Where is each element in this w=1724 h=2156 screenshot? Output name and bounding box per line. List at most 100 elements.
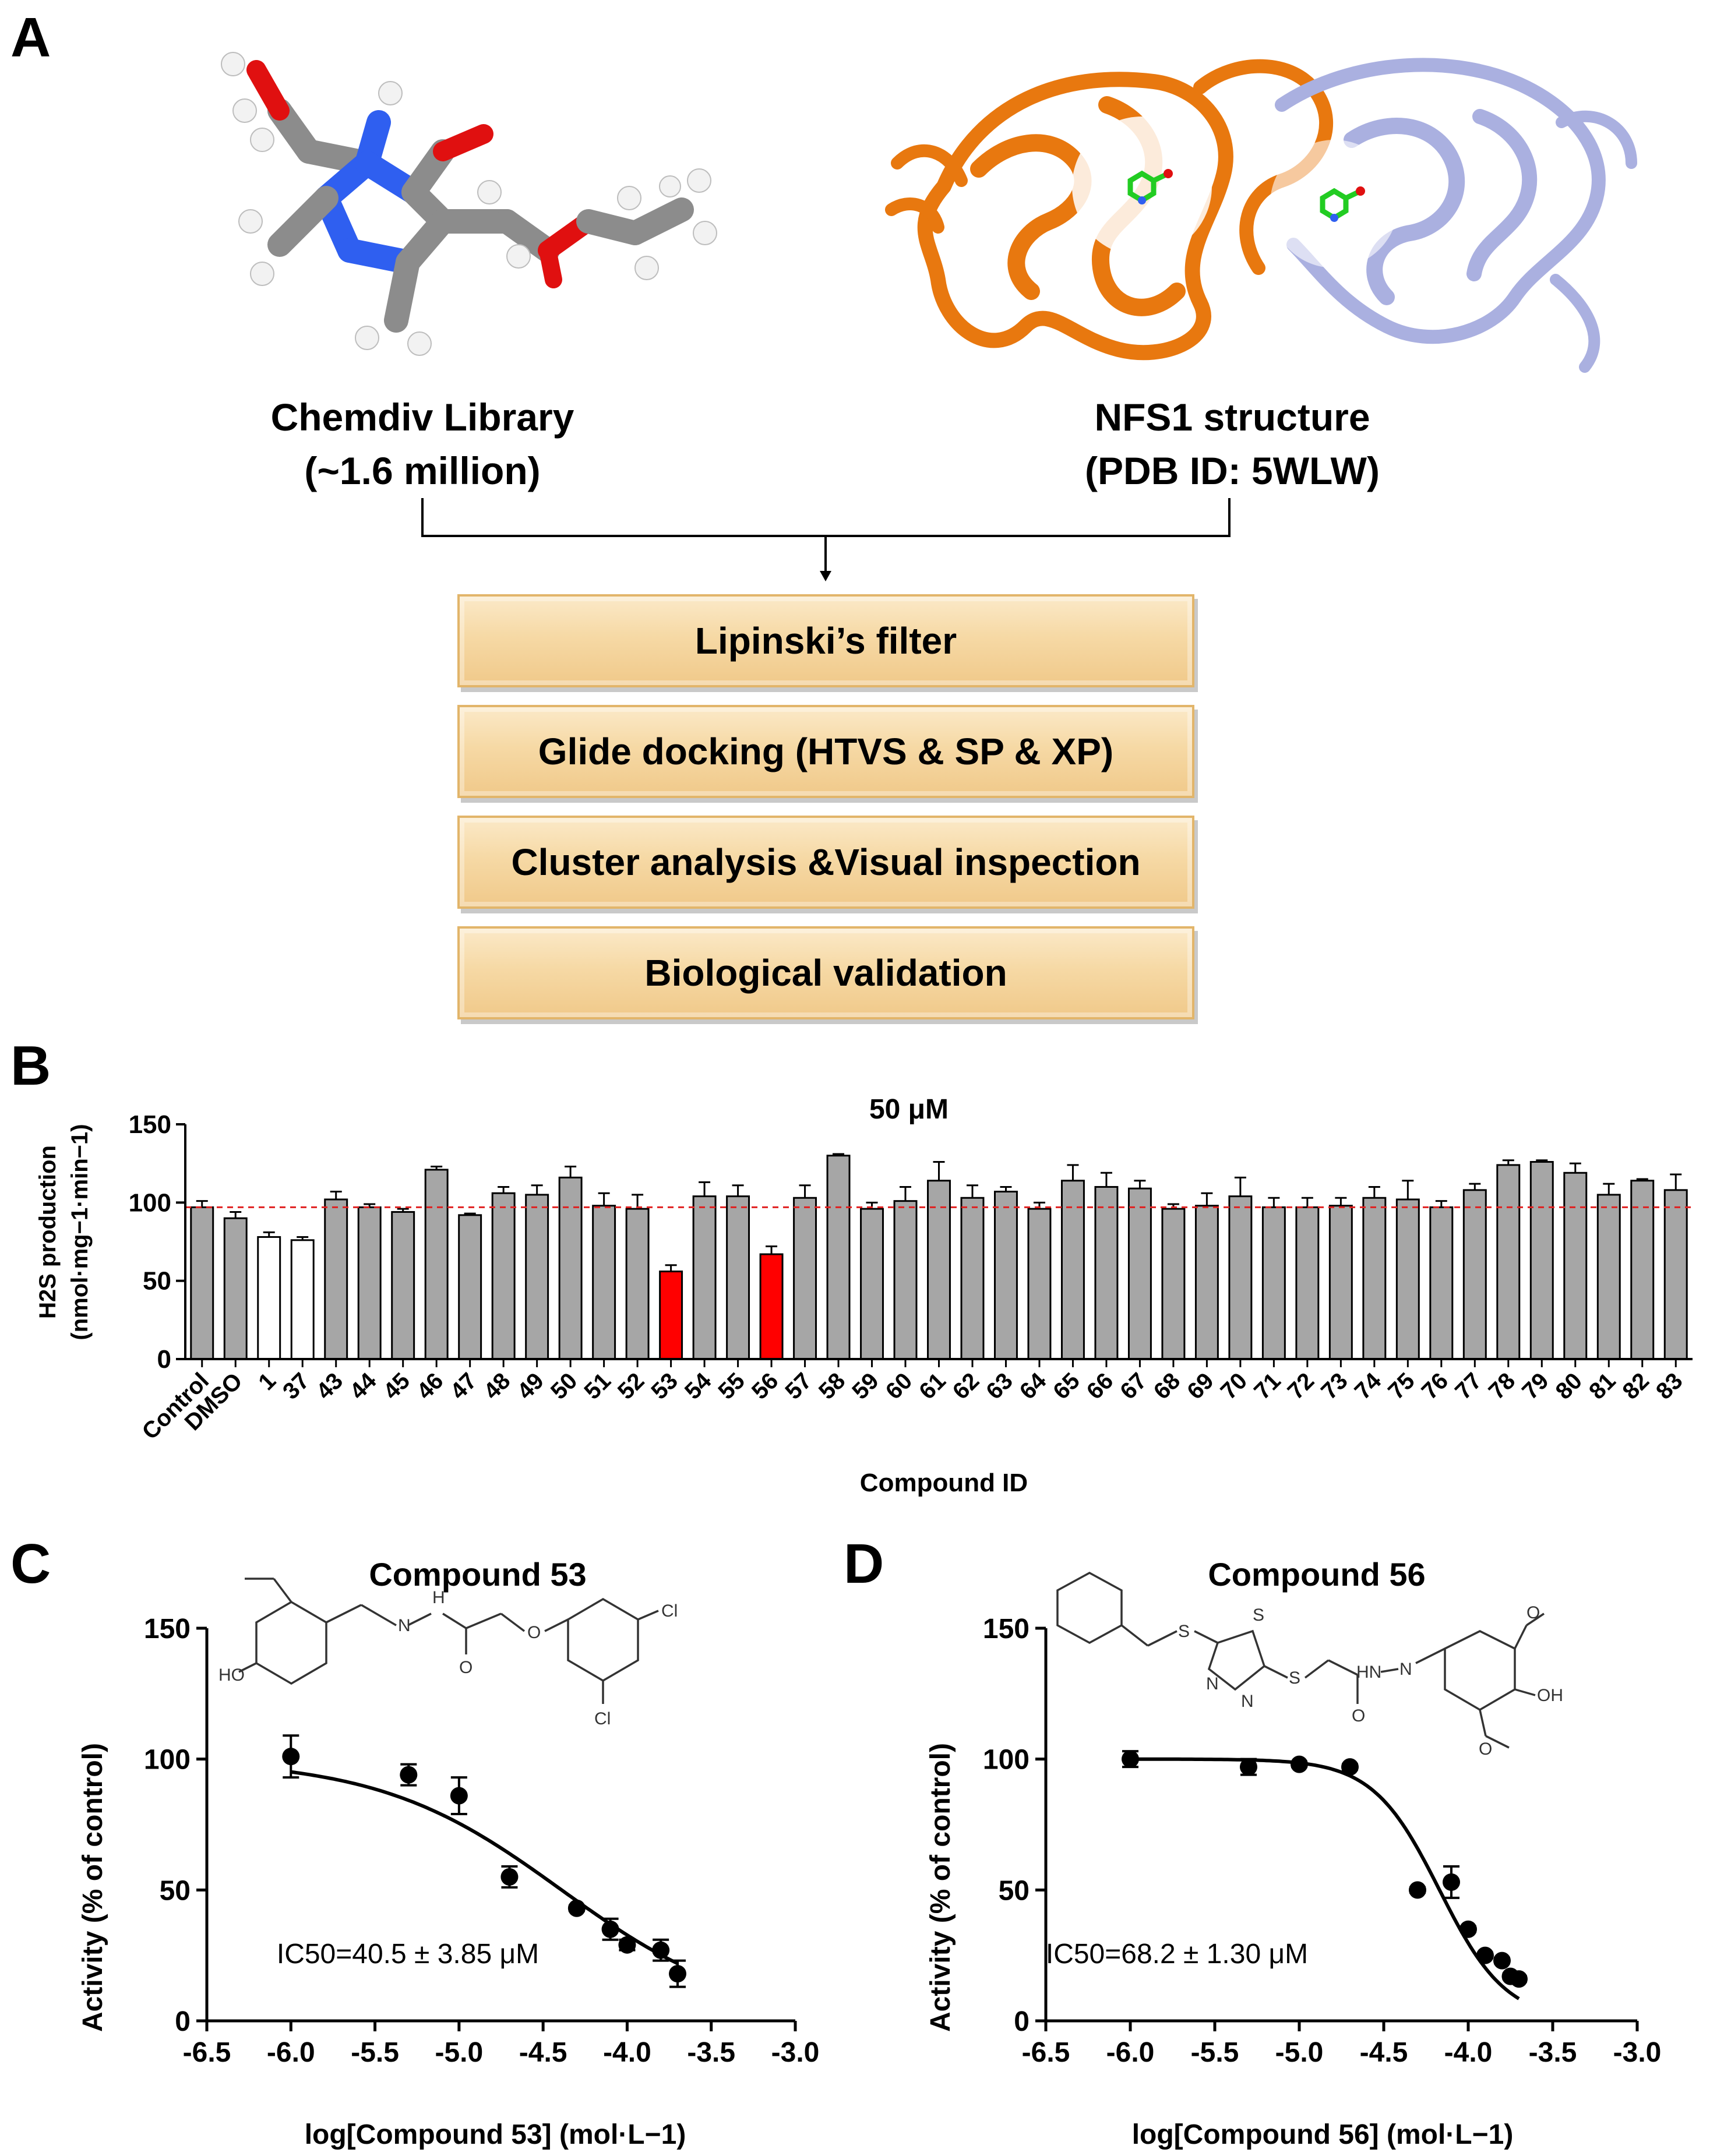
x-tick-label: -3.5 xyxy=(1529,2037,1577,2068)
svg-text:O: O xyxy=(1352,1706,1365,1725)
data-point xyxy=(618,1936,636,1954)
y-tick-label: 0 xyxy=(175,2006,191,2037)
x-tick-label: 58 xyxy=(814,1368,851,1405)
compound-56-structure-labels: S S S N N HN N O OH O O xyxy=(1178,1603,1563,1759)
compound-56-ylabel: Activity (% of control) xyxy=(925,1743,956,2032)
svg-text:O: O xyxy=(459,1658,473,1677)
bar-75 xyxy=(1395,1198,1420,1360)
x-tick-label: 45 xyxy=(378,1368,415,1405)
x-tick-label: 63 xyxy=(981,1368,1018,1405)
bar-67 xyxy=(1127,1187,1152,1360)
x-tick-label: 49 xyxy=(512,1368,549,1405)
bar-58 xyxy=(826,1155,851,1360)
x-tick-label: 72 xyxy=(1283,1368,1320,1405)
x-tick-label: -6.5 xyxy=(1022,2037,1070,2068)
x-tick-label: 52 xyxy=(613,1368,650,1405)
x-tick-label: -5.5 xyxy=(1191,2037,1239,2068)
x-tick-label: 66 xyxy=(1082,1368,1119,1405)
x-tick-label: 48 xyxy=(479,1368,516,1405)
data-point xyxy=(400,1766,418,1784)
bar-82 xyxy=(1630,1180,1655,1360)
data-point xyxy=(1341,1758,1359,1776)
y-tick-label: 0 xyxy=(1014,2006,1030,2037)
step-lipinski-filter: Lipinski’s filter xyxy=(457,594,1194,687)
bar-1 xyxy=(257,1236,281,1360)
x-tick-label: 65 xyxy=(1048,1368,1085,1405)
compound-56-xlabel: log[Compound 56] (mol·L−1) xyxy=(1132,2119,1514,2150)
compound-53-dose-response-chart: HO N H O O Cl Cl 0 50 100 150 -6.5 -6.0 -5.5 -5… xyxy=(77,1556,819,2150)
y-tick-label: 100 xyxy=(983,1745,1030,1776)
x-tick-label: 54 xyxy=(680,1368,717,1405)
y-tick-label: 50 xyxy=(143,1267,171,1296)
x-tick-label: 56 xyxy=(747,1368,784,1405)
svg-text:N: N xyxy=(398,1616,411,1635)
compound-56-structure xyxy=(1056,1572,1545,1749)
svg-text:O: O xyxy=(527,1623,541,1642)
bar-79 xyxy=(1529,1160,1554,1360)
svg-text:O: O xyxy=(1479,1739,1492,1759)
bar-47 xyxy=(458,1214,482,1360)
x-tick-label: 83 xyxy=(1651,1368,1688,1405)
x-tick-label: 47 xyxy=(445,1368,482,1405)
svg-text:Cl: Cl xyxy=(594,1709,611,1728)
bar-78 xyxy=(1496,1164,1521,1360)
data-point xyxy=(601,1920,619,1938)
panel-b-label: B xyxy=(10,1035,51,1097)
svg-text:S: S xyxy=(1178,1622,1190,1641)
x-tick-label: 55 xyxy=(713,1368,750,1405)
data-point xyxy=(450,1787,468,1805)
bar-DMSO xyxy=(223,1217,248,1360)
x-tick-label: -6.0 xyxy=(1106,2037,1155,2068)
bar-48 xyxy=(491,1192,516,1360)
svg-text:N: N xyxy=(1206,1674,1219,1693)
bar-80 xyxy=(1563,1171,1588,1360)
x-tick-label: 69 xyxy=(1182,1368,1219,1405)
structure-title-line1: NFS1 structure xyxy=(1094,396,1370,439)
x-tick-label: 71 xyxy=(1249,1368,1286,1405)
data-point xyxy=(1122,1750,1139,1768)
bar-70 xyxy=(1228,1195,1253,1360)
bar-56 xyxy=(759,1253,784,1360)
compound-53-ylabel: Activity (% of control) xyxy=(77,1743,108,2032)
bar-66 xyxy=(1094,1185,1119,1360)
bar-60 xyxy=(893,1200,918,1360)
data-point xyxy=(1443,1873,1460,1891)
compound-56-chart-title: Compound 56 xyxy=(1208,1556,1425,1593)
panel-a-label: A xyxy=(10,6,51,69)
x-tick-label: -6.5 xyxy=(183,2037,231,2068)
data-point xyxy=(1240,1758,1257,1776)
bar-77 xyxy=(1462,1189,1487,1360)
svg-text:N: N xyxy=(1399,1660,1412,1679)
y-tick-label: 150 xyxy=(144,1614,191,1645)
y-tick-label: 50 xyxy=(999,1875,1030,1906)
x-tick-label: 81 xyxy=(1584,1368,1621,1405)
x-tick-label: -4.0 xyxy=(1444,2037,1493,2068)
x-tick-label: -4.5 xyxy=(519,2037,567,2068)
bar-44 xyxy=(357,1206,382,1360)
bar-53 xyxy=(659,1271,683,1360)
y-tick-label: 100 xyxy=(129,1188,171,1217)
data-point xyxy=(282,1748,300,1766)
x-tick-label: -5.0 xyxy=(1275,2037,1324,2068)
x-tick-label: 61 xyxy=(914,1368,951,1405)
bar-chart-ylabel-line1: H2S production xyxy=(35,1145,61,1319)
data-point xyxy=(1409,1881,1426,1899)
x-tick-label: 44 xyxy=(345,1368,382,1405)
library-title-line1: Chemdiv Library xyxy=(270,396,574,439)
compound-53-xlabel: log[Compound 53] (mol·L−1) xyxy=(305,2119,686,2150)
step-cluster-analysis: Cluster analysis &Visual inspection xyxy=(457,816,1194,909)
bar-72 xyxy=(1295,1206,1320,1360)
x-tick-label: 76 xyxy=(1417,1368,1454,1405)
data-point xyxy=(1291,1755,1308,1773)
panel-d-label: D xyxy=(844,1533,884,1595)
y-tick-label: 150 xyxy=(983,1614,1030,1645)
x-tick-label: 75 xyxy=(1383,1368,1420,1405)
x-tick-label: 82 xyxy=(1618,1368,1655,1405)
bar-59 xyxy=(860,1208,884,1360)
x-tick-label: 1 xyxy=(253,1368,281,1395)
x-tick-label: -3.5 xyxy=(687,2037,735,2068)
x-tick-label: 68 xyxy=(1149,1368,1186,1405)
bar-62 xyxy=(960,1197,985,1360)
compound-56-ic50-annotation: IC50=68.2 ± 1.30 μM xyxy=(1046,1939,1308,1970)
bar-61 xyxy=(927,1180,951,1360)
